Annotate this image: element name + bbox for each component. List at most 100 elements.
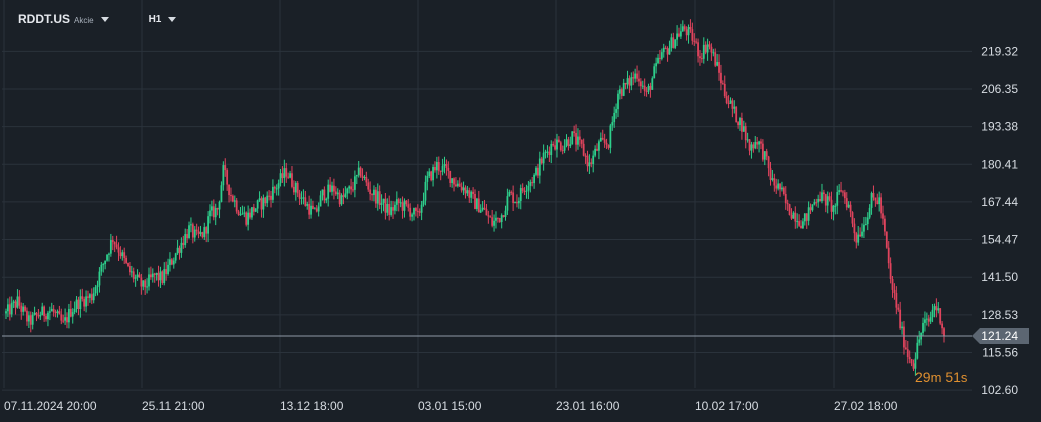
candle-body	[399, 202, 402, 204]
x-tick-label: 25.11 21:00	[142, 399, 205, 413]
candle	[222, 161, 225, 191]
candle-body	[111, 240, 114, 243]
candle	[483, 199, 486, 211]
candle	[578, 130, 581, 147]
candle	[889, 257, 892, 284]
candle	[721, 80, 724, 85]
candle-body	[142, 280, 145, 287]
candle	[826, 191, 829, 214]
candle	[561, 145, 564, 155]
candle-body	[885, 231, 888, 248]
candle	[817, 194, 820, 208]
candle	[476, 197, 478, 212]
candle-body	[199, 232, 202, 234]
candle-body	[447, 167, 450, 171]
candle-body	[12, 301, 15, 303]
candle-body	[323, 189, 326, 201]
candle	[296, 180, 299, 198]
candle	[603, 133, 606, 148]
candle-body	[353, 176, 356, 190]
candle	[405, 200, 408, 207]
candle-body	[279, 173, 282, 184]
candle	[708, 41, 711, 50]
candle	[317, 202, 320, 217]
candle-body	[266, 195, 269, 204]
candle-body	[348, 186, 351, 189]
candle-body	[172, 260, 175, 265]
candle	[933, 303, 936, 318]
candle-body	[344, 193, 347, 197]
x-tick-label: 13.12 18:00	[280, 399, 344, 413]
candle	[939, 308, 942, 326]
candle	[737, 121, 739, 129]
candle-body	[476, 198, 478, 209]
candle-body	[845, 198, 848, 208]
candle-body	[840, 190, 842, 192]
candle	[710, 43, 713, 61]
candle-body	[906, 349, 909, 358]
candle	[283, 159, 286, 187]
candle	[420, 200, 423, 221]
timeframe-selector[interactable]: H1	[148, 13, 162, 25]
candle	[523, 187, 526, 196]
candle-body	[277, 183, 280, 189]
candle	[739, 116, 741, 131]
x-tick-label: 23.01 16:00	[556, 399, 620, 413]
candle-body	[102, 264, 105, 266]
candle-body	[716, 62, 719, 66]
candle	[144, 278, 147, 296]
candle	[899, 301, 902, 330]
candle-body	[882, 213, 884, 219]
candle-body	[733, 106, 736, 109]
candle	[136, 269, 139, 281]
candle-body	[37, 315, 40, 317]
candle	[7, 298, 9, 318]
candle	[172, 257, 175, 269]
candle-body	[403, 200, 406, 211]
current-price-label: 121.24	[981, 329, 1018, 343]
timeframe-dropdown-icon[interactable]	[168, 16, 177, 22]
candle	[214, 203, 217, 226]
candle-body	[689, 26, 692, 30]
candle	[834, 203, 837, 215]
candle	[851, 211, 854, 228]
candle-body	[136, 274, 139, 278]
candle	[262, 194, 265, 218]
candle	[897, 303, 900, 312]
candle-body	[174, 253, 177, 261]
candle-body	[195, 229, 198, 232]
candle	[769, 161, 772, 186]
candle-body	[363, 176, 366, 178]
candle-body	[333, 185, 335, 192]
candle-body	[756, 141, 759, 145]
candle-body	[735, 106, 738, 123]
candle	[531, 176, 534, 187]
candle	[291, 166, 293, 189]
candle	[350, 178, 352, 195]
candle	[620, 87, 623, 100]
candle-body	[165, 269, 168, 274]
candle-body	[592, 155, 595, 164]
candle	[37, 308, 40, 319]
candle	[270, 190, 272, 208]
candle-body	[554, 145, 556, 150]
candle	[50, 302, 53, 312]
candle	[861, 223, 863, 238]
candle	[302, 189, 305, 205]
candle	[411, 212, 413, 222]
candle-body	[514, 202, 516, 204]
candle	[60, 308, 63, 325]
candle-body	[281, 173, 284, 179]
candle	[344, 186, 347, 199]
candle	[10, 296, 13, 318]
candle-body	[374, 189, 377, 204]
candle-body	[306, 204, 309, 206]
candle	[725, 91, 728, 105]
candle-body	[163, 269, 166, 283]
candle-body	[209, 210, 211, 217]
candle-body	[66, 317, 68, 323]
symbol-dropdown-icon[interactable]	[100, 16, 109, 22]
candle	[660, 48, 663, 61]
